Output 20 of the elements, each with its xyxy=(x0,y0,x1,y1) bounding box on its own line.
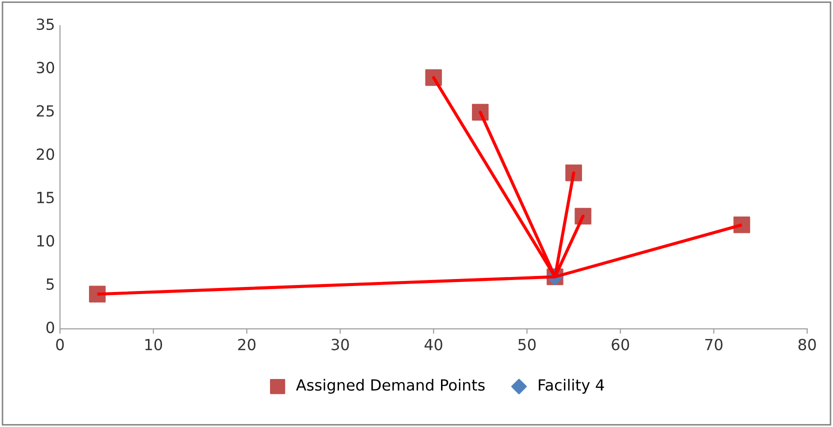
y-tick-label: 0 xyxy=(46,322,54,334)
y-tick-label: 30 xyxy=(36,62,54,74)
x-tick-label: 70 xyxy=(705,338,722,350)
legend-label: Assigned Demand Points xyxy=(296,378,485,394)
x-tick-label: 40 xyxy=(424,338,442,350)
y-tick-label: 25 xyxy=(36,105,54,117)
point xyxy=(89,286,106,302)
x-tick-label: 10 xyxy=(145,338,162,350)
y-tick-label: 15 xyxy=(37,192,54,204)
legend-label: Facility 4 xyxy=(538,378,604,394)
x-tick-label: 60 xyxy=(612,338,630,350)
y-tick-label: 35 xyxy=(36,18,54,30)
x-tick-label: 80 xyxy=(798,338,816,350)
y-tick-label: 20 xyxy=(36,148,54,160)
x-tick-label: 30 xyxy=(332,338,349,350)
x-tick-label: 0 xyxy=(56,338,64,350)
y-tick-label: 5 xyxy=(46,278,54,290)
y-tick-label: 10 xyxy=(37,235,54,247)
x-tick-label: 20 xyxy=(238,338,256,350)
x-tick-label: 50 xyxy=(518,338,536,350)
